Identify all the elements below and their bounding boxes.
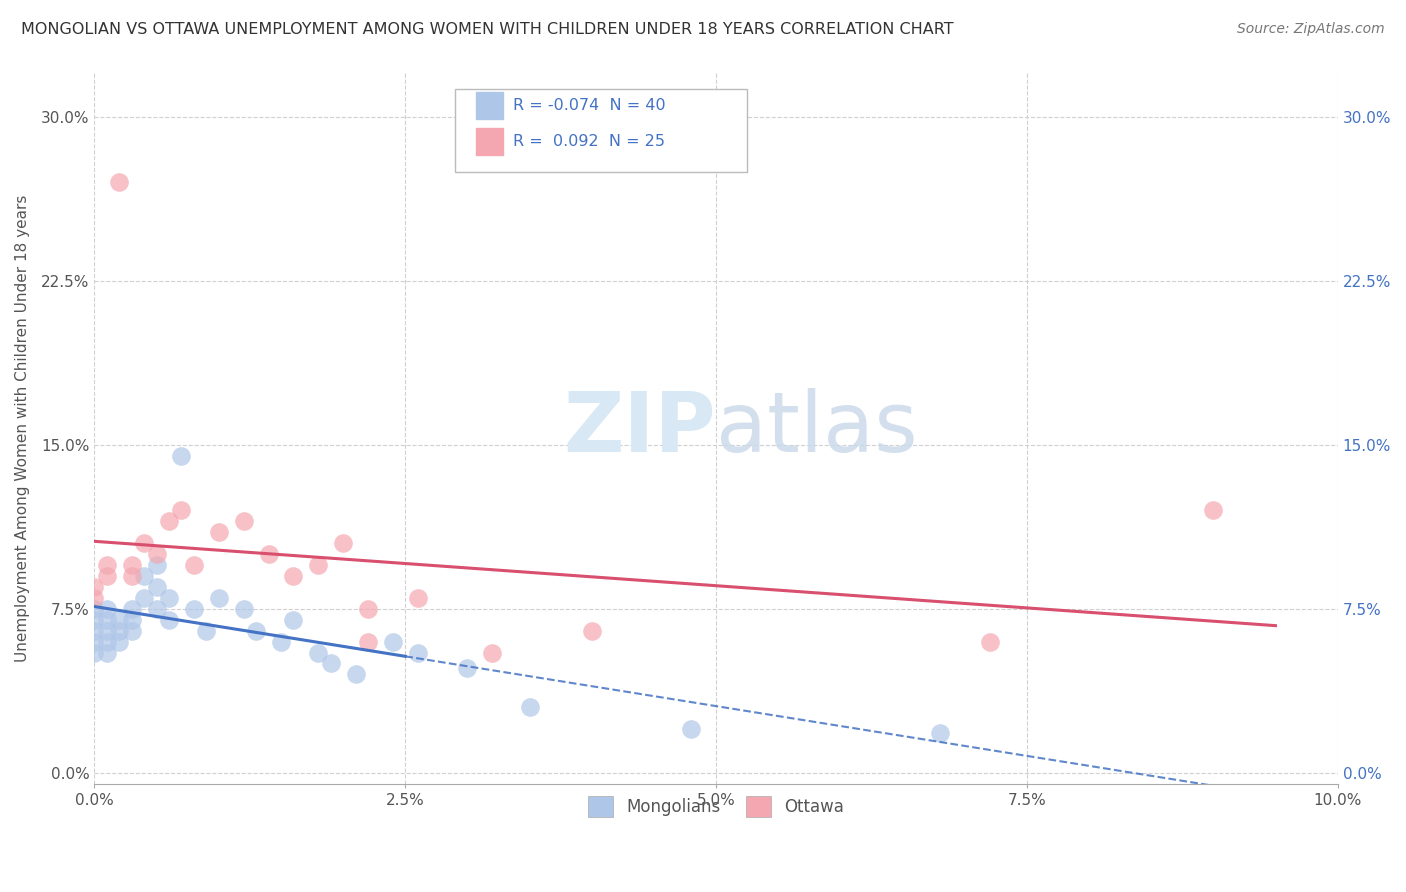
Point [183,601,205,615]
Point [83,646,105,660]
Point [121,624,143,638]
Point [96,646,118,660]
Point [170,503,193,517]
Point [145,558,167,572]
Point [1202,503,1225,517]
Point [96,624,118,638]
Point [121,569,143,583]
Point [344,667,367,681]
Point [157,591,180,605]
Point [319,657,342,671]
Point [381,634,404,648]
Point [157,613,180,627]
Text: Source: ZipAtlas.com: Source: ZipAtlas.com [1237,22,1385,37]
Point [134,591,156,605]
Point [357,634,380,648]
Point [208,591,231,605]
Point [83,591,105,605]
Point [406,646,429,660]
Text: ZIP: ZIP [564,388,716,469]
Point [170,449,193,463]
Point [83,624,105,638]
Point [96,613,118,627]
Point [83,601,105,615]
Point [145,580,167,594]
Point [581,624,603,638]
Point [96,601,118,615]
Point [232,514,254,528]
Point [257,547,280,561]
Legend: Mongolians, Ottawa: Mongolians, Ottawa [579,789,852,825]
Point [134,536,156,550]
Text: atlas: atlas [716,388,918,469]
Point [108,175,131,189]
FancyBboxPatch shape [477,92,503,119]
Point [134,569,156,583]
Point [83,613,105,627]
Point [519,700,541,714]
Point [96,634,118,648]
Point [145,601,167,615]
Point [406,591,429,605]
Point [332,536,354,550]
Point [121,558,143,572]
Point [157,514,180,528]
Point [108,624,131,638]
Point [83,634,105,648]
FancyBboxPatch shape [477,128,503,155]
Point [481,646,503,660]
Point [96,569,118,583]
Point [208,525,231,540]
Point [928,726,950,740]
Point [979,634,1001,648]
Point [270,634,292,648]
Text: R =  0.092  N = 25: R = 0.092 N = 25 [513,134,665,149]
Point [357,601,380,615]
Point [195,624,218,638]
Point [283,569,305,583]
Point [283,613,305,627]
Point [183,558,205,572]
Point [121,613,143,627]
Point [96,558,118,572]
Point [307,646,329,660]
Point [307,558,329,572]
Point [145,547,167,561]
Point [121,601,143,615]
Point [83,580,105,594]
Text: MONGOLIAN VS OTTAWA UNEMPLOYMENT AMONG WOMEN WITH CHILDREN UNDER 18 YEARS CORREL: MONGOLIAN VS OTTAWA UNEMPLOYMENT AMONG W… [21,22,953,37]
Y-axis label: Unemployment Among Women with Children Under 18 years: Unemployment Among Women with Children U… [15,194,30,662]
Point [245,624,267,638]
Point [681,722,703,736]
Text: R = -0.074  N = 40: R = -0.074 N = 40 [513,98,666,113]
Point [108,613,131,627]
Point [108,634,131,648]
FancyBboxPatch shape [456,88,747,172]
Point [232,601,254,615]
Point [456,661,478,675]
